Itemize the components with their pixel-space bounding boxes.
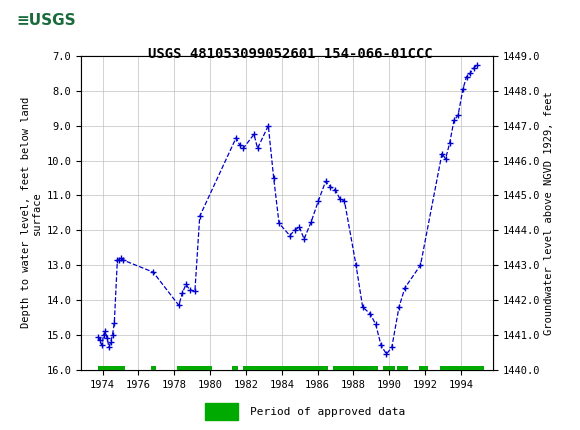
Bar xyxy=(231,366,238,374)
FancyBboxPatch shape xyxy=(6,3,87,37)
Y-axis label: Depth to water level, feet below land
surface: Depth to water level, feet below land su… xyxy=(21,97,42,329)
Bar xyxy=(98,366,125,374)
Bar xyxy=(440,366,484,374)
Bar xyxy=(333,366,378,374)
Text: ≡USGS: ≡USGS xyxy=(17,13,76,28)
Text: Period of approved data: Period of approved data xyxy=(250,407,405,417)
Bar xyxy=(151,366,155,374)
Bar xyxy=(397,366,408,374)
Bar xyxy=(205,403,238,420)
Y-axis label: Groundwater level above NGVD 1929, feet: Groundwater level above NGVD 1929, feet xyxy=(545,91,554,335)
Bar xyxy=(383,366,394,374)
Text: USGS 481053099052601 154-066-01CCC: USGS 481053099052601 154-066-01CCC xyxy=(148,47,432,61)
Bar xyxy=(177,366,212,374)
Bar xyxy=(243,366,328,374)
Bar xyxy=(419,366,427,374)
